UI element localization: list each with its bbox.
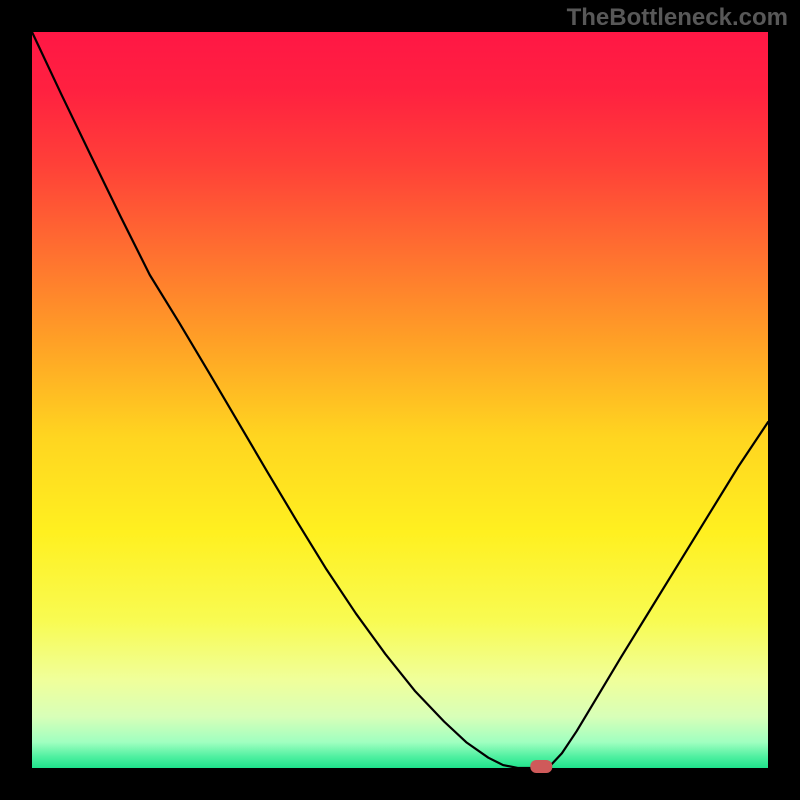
plot-background — [32, 32, 768, 768]
chart-svg — [0, 0, 800, 800]
chart-root: TheBottleneck.com — [0, 0, 800, 800]
optimal-point-marker — [530, 760, 552, 773]
watermark-text: TheBottleneck.com — [567, 4, 788, 32]
